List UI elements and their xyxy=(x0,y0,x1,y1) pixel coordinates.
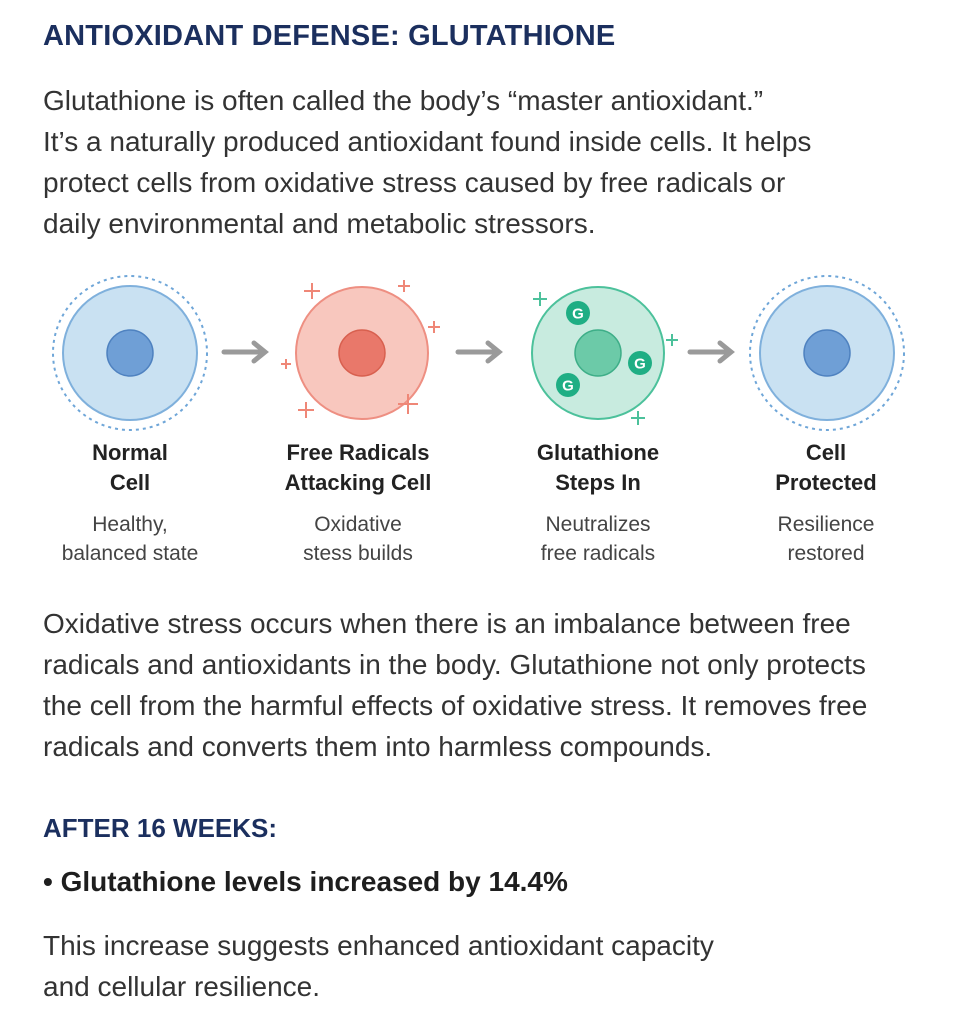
oxidative-stress-paragraph: Oxidative stress occurs when there is an… xyxy=(43,603,953,767)
stage-title-free-radicals: Free Radicals Attacking Cell xyxy=(238,438,478,498)
stage-desc-line: balanced state xyxy=(61,542,199,565)
stage-title-normal-cell: Normal Cell xyxy=(10,438,250,498)
stage-title-glutathione: Glutathione Steps In xyxy=(478,438,718,498)
glutathione-marker-label: G xyxy=(634,356,646,373)
glutathione-marker-icon: G xyxy=(556,373,580,397)
stage-title-cell-protected: Cell Protected xyxy=(706,438,946,498)
arrow-right-icon xyxy=(455,340,503,364)
neutralized-radical-plus-icon xyxy=(533,292,678,425)
stage-title-line: Normal xyxy=(92,440,168,465)
stage-title-line: Glutathione xyxy=(536,440,660,465)
stage-title-line: Cell xyxy=(805,440,847,465)
normal-cell-icon xyxy=(52,275,208,431)
glutathione-marker-label: G xyxy=(562,378,574,395)
stage-desc-line: Neutralizes xyxy=(545,513,651,536)
intro-line: daily environmental and metabolic stress… xyxy=(43,208,596,239)
stage-title-line: Protected xyxy=(775,470,877,495)
stage-desc-line: Healthy, xyxy=(92,513,168,536)
stage-desc-cell-protected: Resilience restored xyxy=(706,510,946,568)
result-bullet: • Glutathione levels increased by 14.4% xyxy=(43,866,568,897)
stage-desc-line: Resilience xyxy=(777,513,875,536)
stage-desc-free-radicals: Oxidative stess builds xyxy=(238,510,478,568)
body-line: radicals and antioxidants in the body. G… xyxy=(43,649,866,680)
intro-paragraph: Glutathione is often called the body’s “… xyxy=(43,80,943,244)
stage-title-line: Free Radicals xyxy=(286,440,430,465)
stage-desc-line: Oxidative xyxy=(314,513,402,536)
body-line: Oxidative stress occurs when there is an… xyxy=(43,608,851,639)
page-title: ANTIOXIDANT DEFENSE: GLUTATHIONE xyxy=(43,20,616,52)
body-line: radicals and converts them into harmless… xyxy=(43,731,713,762)
results-heading: AFTER 16 WEEKS: xyxy=(43,813,278,843)
intro-line: It’s a naturally produced antioxidant fo… xyxy=(43,126,812,157)
glutathione-marker-label: G xyxy=(572,306,584,323)
stage-desc-glutathione: Neutralizes free radicals xyxy=(478,510,718,568)
free-radical-plus-icon xyxy=(281,280,440,418)
stage-title-line: Cell xyxy=(109,470,151,495)
intro-line: Glutathione is often called the body’s “… xyxy=(43,85,764,116)
arrow-right-icon xyxy=(221,340,269,364)
stage-title-line: Steps In xyxy=(555,470,641,495)
stage-desc-line: restored xyxy=(787,542,865,565)
protected-cell-icon xyxy=(749,275,905,431)
cell-process-diagram: G G G xyxy=(52,275,905,431)
body-line: the cell from the harmful effects of oxi… xyxy=(43,690,868,721)
glutathione-marker-icon: G xyxy=(628,351,652,375)
intro-line: protect cells from oxidative stress caus… xyxy=(43,167,786,198)
glutathione-marker-icon: G xyxy=(566,301,590,325)
closing-paragraph: This increase suggests enhanced antioxid… xyxy=(43,925,843,1007)
arrow-right-icon xyxy=(687,340,735,364)
stage-title-line: Attacking Cell xyxy=(284,470,432,495)
stage-desc-normal-cell: Healthy, balanced state xyxy=(10,510,250,568)
attacked-cell-icon xyxy=(295,286,429,420)
closing-line: This increase suggests enhanced antioxid… xyxy=(43,930,714,961)
stage-desc-line: free radicals xyxy=(540,542,656,565)
closing-line: and cellular resilience. xyxy=(43,971,321,1002)
stage-desc-line: stess builds xyxy=(303,542,413,565)
